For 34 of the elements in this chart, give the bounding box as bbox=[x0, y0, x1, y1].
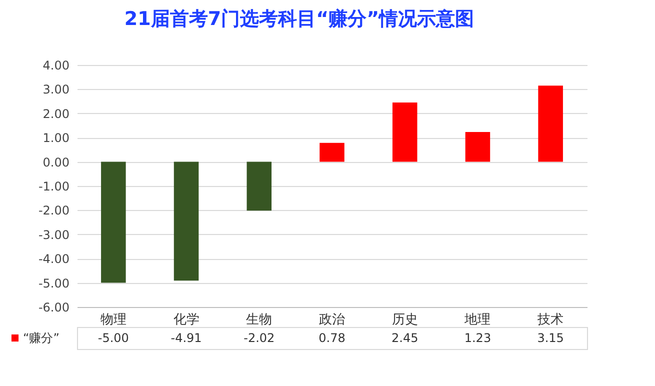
y-tick-label: -5.00 bbox=[38, 276, 70, 290]
data-label: -5.00 bbox=[98, 331, 129, 345]
bar bbox=[174, 162, 199, 281]
x-tick-label: 政治 bbox=[319, 312, 345, 328]
bar bbox=[101, 162, 126, 283]
y-tick-label: -1.00 bbox=[38, 180, 70, 194]
y-tick-label: 4.00 bbox=[42, 58, 70, 72]
y-tick-label: -3.00 bbox=[38, 228, 70, 242]
chart-title: 21届首考7门选考科目“赚分”情况示意图 bbox=[124, 8, 474, 30]
x-tick-label: 地理 bbox=[464, 312, 491, 328]
bar bbox=[246, 162, 272, 211]
data-label: 3.15 bbox=[537, 331, 564, 345]
y-tick-label: -4.00 bbox=[38, 252, 70, 266]
bar bbox=[392, 102, 418, 162]
x-tick-label: 历史 bbox=[392, 312, 418, 328]
y-tick-label: 2.00 bbox=[42, 106, 70, 121]
y-tick-label: 3.00 bbox=[42, 82, 70, 97]
y-tick-label: 0.00 bbox=[42, 155, 70, 170]
x-tick-label: 化学 bbox=[173, 312, 200, 328]
data-label: 0.78 bbox=[318, 331, 346, 345]
data-label: -2.02 bbox=[244, 331, 275, 345]
x-tick-label: 生物 bbox=[246, 312, 272, 328]
bar bbox=[465, 132, 490, 162]
y-tick-label: -2.00 bbox=[38, 204, 70, 218]
x-tick-label: 技术 bbox=[536, 312, 564, 328]
data-label: -4.91 bbox=[170, 331, 202, 345]
data-label: 2.45 bbox=[392, 331, 418, 345]
data-label: 1.23 bbox=[464, 331, 492, 345]
bar bbox=[538, 86, 563, 162]
bar bbox=[320, 142, 344, 162]
y-tick-label: -6.00 bbox=[38, 300, 70, 314]
x-tick-label: 物理 bbox=[100, 312, 126, 328]
legend-label: “赚分” bbox=[23, 331, 60, 345]
y-tick-label: 1.00 bbox=[42, 131, 70, 146]
